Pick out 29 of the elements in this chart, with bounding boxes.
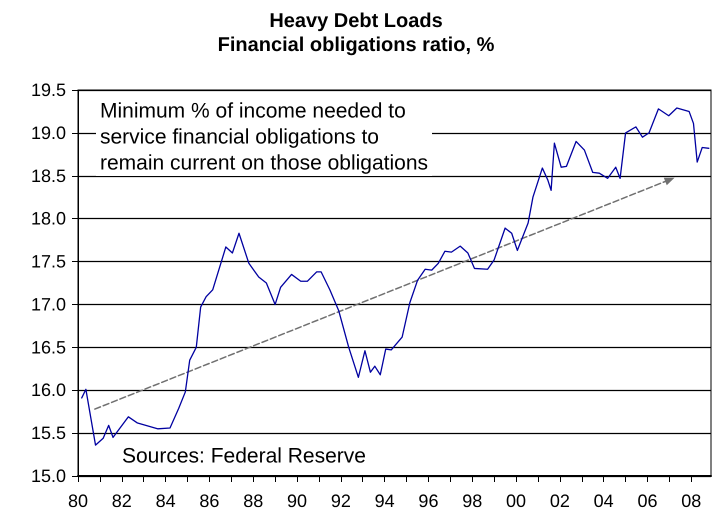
chart-title: Heavy Debt Loads — [269, 10, 443, 32]
x-tick-label: 90 — [287, 491, 308, 511]
x-tick-label: 04 — [594, 491, 614, 511]
y-tick-label: 17.0 — [30, 294, 66, 314]
y-tick-label: 19.5 — [30, 80, 66, 100]
x-tick-label: 86 — [199, 491, 220, 511]
y-tick-label: 15.0 — [30, 466, 66, 486]
y-tick-label: 15.5 — [30, 423, 66, 444]
x-tick-label: 02 — [550, 491, 570, 511]
y-tick-label: 18.5 — [30, 166, 66, 186]
x-tick-label: 06 — [637, 491, 658, 511]
annotation: Minimum % of income needed to service financial obligations to remain current on those obligations — [100, 100, 428, 174]
y-tick-label: 19.0 — [30, 122, 66, 143]
x-tick-label: 96 — [418, 491, 438, 511]
x-tick-label: 08 — [681, 491, 702, 511]
y-tick-label: 16.0 — [30, 380, 66, 400]
chart-subtitle: Financial obligations ratio, % — [218, 34, 495, 56]
y-tick-label: 18.0 — [30, 208, 66, 229]
y-tick-label: 16.5 — [30, 337, 66, 358]
x-tick-label: 94 — [374, 491, 395, 511]
annotation: Sources: Federal Reserve — [122, 444, 366, 468]
x-tick-label: 80 — [68, 491, 88, 511]
y-tick-label: 17.5 — [30, 252, 66, 272]
x-tick-label: 98 — [462, 491, 482, 511]
x-tick-label: 92 — [330, 491, 351, 511]
x-tick-label: 82 — [112, 491, 132, 511]
x-tick-label: 88 — [243, 491, 264, 511]
x-tick-label: 84 — [156, 491, 176, 511]
x-tick-label: 00 — [506, 491, 526, 511]
